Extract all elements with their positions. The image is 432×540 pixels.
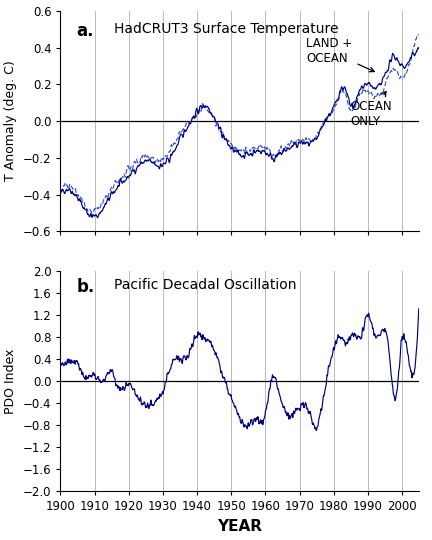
Text: HadCRUT3 Surface Temperature: HadCRUT3 Surface Temperature: [114, 22, 339, 36]
Text: OCEAN
ONLY: OCEAN ONLY: [351, 91, 392, 127]
Text: a.: a.: [76, 22, 94, 40]
Text: Pacific Decadal Oscillation: Pacific Decadal Oscillation: [114, 278, 297, 292]
X-axis label: YEAR: YEAR: [217, 519, 262, 534]
Y-axis label: T Anomaly (deg. C): T Anomaly (deg. C): [4, 60, 17, 181]
Text: b.: b.: [76, 278, 95, 295]
Text: LAND +
OCEAN: LAND + OCEAN: [306, 37, 374, 72]
Y-axis label: PDO Index: PDO Index: [4, 348, 17, 414]
